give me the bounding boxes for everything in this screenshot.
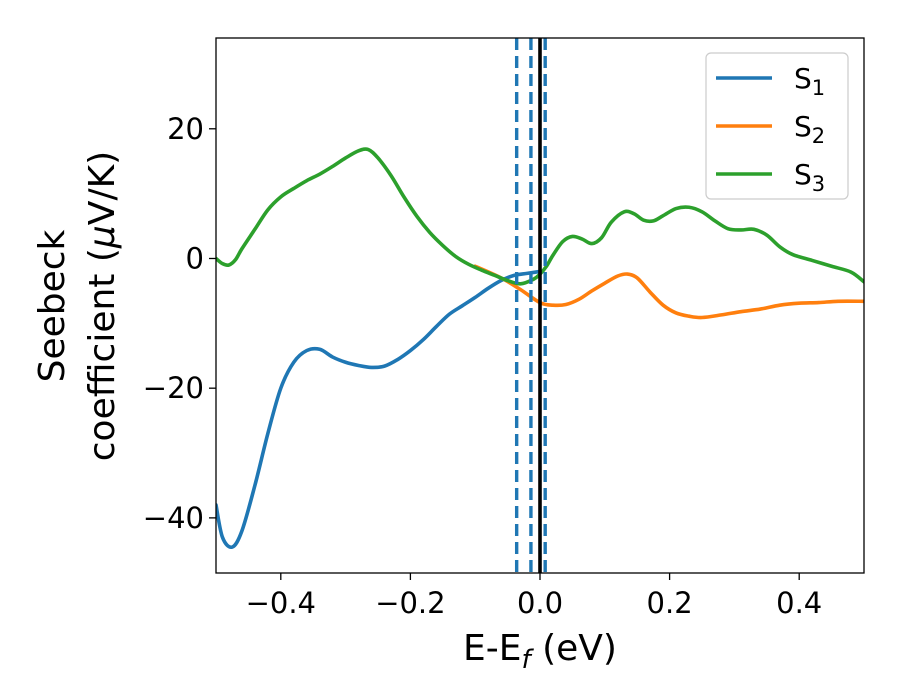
legend: S1 S2 S3	[705, 52, 849, 200]
legend-label-s1: S1	[794, 62, 825, 100]
series-line-s2	[473, 264, 864, 320]
y-axis-label: Seebeck coefficient (μV/K)	[32, 151, 123, 461]
x-tick-label: 0.2	[647, 586, 693, 620]
series-layer	[216, 147, 864, 550]
y-axis-label-line2: coefficient (μV/K)	[82, 151, 123, 461]
legend-label-s2: S2	[794, 110, 825, 148]
y-tick-label: −20	[143, 371, 204, 405]
x-axis-label: E-Ef (eV)	[463, 628, 617, 675]
y-axis-ticks: −40 −20 0 20	[143, 112, 216, 535]
x-tick-label: −0.4	[246, 586, 316, 620]
x-tick-label: 0.4	[776, 586, 822, 620]
y-tick-label: 20	[167, 112, 204, 146]
x-axis-ticks: −0.4 −0.2 0.0 0.2 0.4	[246, 573, 822, 620]
legend-box	[705, 52, 849, 200]
y-axis-label-line1: Seebeck	[32, 229, 73, 382]
legend-label-s3: S3	[794, 158, 825, 196]
series-line-s1	[216, 269, 542, 550]
x-tick-label: 0.0	[517, 586, 563, 620]
y-tick-label: 0	[186, 241, 204, 275]
y-tick-label: −40	[143, 501, 204, 535]
reference-lines	[514, 38, 547, 573]
series-line-s3	[216, 147, 864, 286]
x-tick-label: −0.2	[375, 586, 445, 620]
